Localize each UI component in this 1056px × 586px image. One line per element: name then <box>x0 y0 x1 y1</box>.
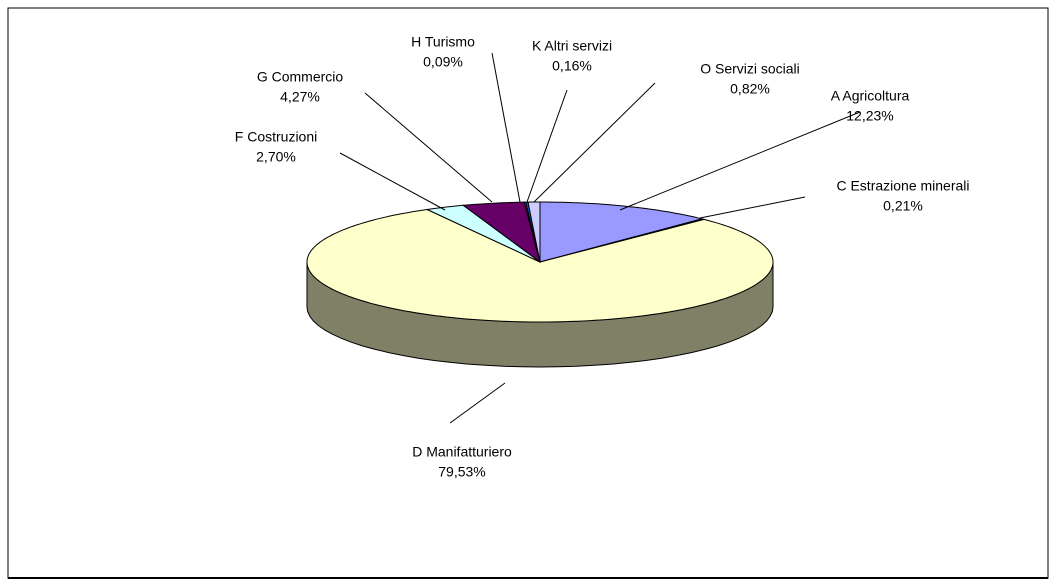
slice <box>425 204 541 263</box>
leader-line <box>339 152 446 211</box>
leader-line <box>533 82 656 203</box>
leader-line <box>491 52 521 203</box>
slice-name: G Commercio <box>257 69 344 85</box>
slice-name: K Altri servizi <box>532 38 612 54</box>
slice-value-label: 12,23% <box>846 108 893 124</box>
slice-value-label: 0,82% <box>730 81 770 97</box>
slice-name: F Costruzioni <box>235 129 317 145</box>
slice-name: H Turismo <box>411 34 475 50</box>
slice-value-label: 0,16% <box>552 58 592 74</box>
slice-value-label: 79,53% <box>438 464 485 480</box>
leader-line <box>526 89 568 203</box>
leader-line <box>619 111 861 211</box>
slice-name: A Agricoltura <box>831 88 910 104</box>
slice-name: C Estrazione minerali <box>836 178 969 194</box>
slice <box>539 201 704 263</box>
slice-name: D Manifatturiero <box>412 444 512 460</box>
slice <box>461 201 541 264</box>
slice-value-label: 0,09% <box>423 54 463 70</box>
slice-value-label: 0,21% <box>883 198 923 214</box>
slice-value-label: 2,70% <box>256 149 296 165</box>
leader-line <box>364 92 493 203</box>
slice <box>306 208 774 323</box>
leader-line <box>449 382 506 424</box>
slice-name: O Servizi sociali <box>700 61 800 77</box>
leader-line <box>699 196 806 219</box>
slice-value-label: 4,27% <box>280 89 320 105</box>
